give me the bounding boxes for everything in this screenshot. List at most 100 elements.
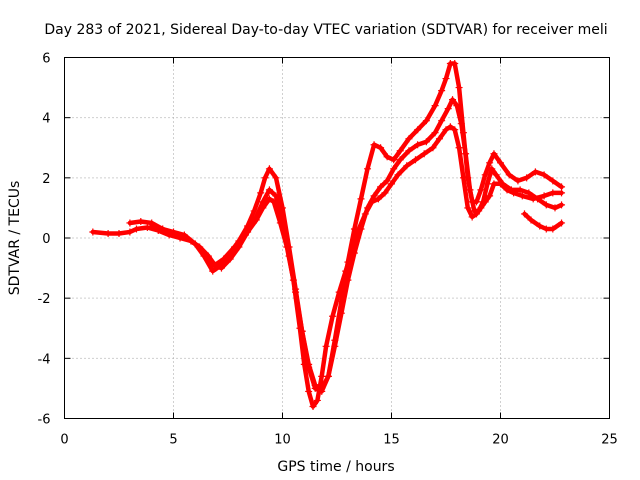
- data-point: [516, 186, 524, 194]
- data-point: [479, 198, 487, 206]
- data-point: [170, 228, 177, 236]
- x-tick-label: 15: [383, 433, 400, 448]
- data-point: [431, 129, 439, 137]
- data-point: [331, 336, 339, 344]
- data-point: [442, 126, 450, 134]
- series-4: [520, 210, 566, 233]
- axis-ticks: 0 5 10 15 20 25 -6 -4 -2 0 2 4 6: [38, 52, 618, 448]
- data-point: [89, 228, 97, 236]
- data-point: [285, 243, 293, 251]
- data-point: [370, 141, 378, 149]
- data-point: [115, 229, 123, 237]
- data-point: [422, 117, 430, 125]
- data-point: [483, 180, 491, 188]
- data-point: [126, 219, 134, 227]
- data-point: [411, 156, 419, 164]
- data-point: [540, 192, 548, 200]
- series-line: [522, 211, 564, 232]
- data-point: [414, 126, 422, 134]
- data-point: [473, 198, 481, 206]
- data-point: [159, 225, 167, 233]
- data-point: [394, 171, 402, 179]
- data-point: [309, 402, 317, 410]
- data-point: [396, 147, 404, 155]
- data-point: [514, 177, 522, 185]
- data-point: [481, 171, 489, 179]
- data-point: [377, 183, 385, 191]
- data-point: [383, 153, 391, 161]
- data-point: [374, 195, 382, 203]
- data-point: [549, 225, 557, 233]
- data-point: [344, 258, 352, 266]
- data-point: [464, 204, 472, 212]
- x-tick-label: 20: [492, 433, 509, 448]
- data-point: [477, 186, 485, 194]
- data-point: [180, 231, 188, 239]
- data-point: [542, 225, 550, 233]
- data-point: [403, 162, 411, 170]
- data-point: [542, 201, 550, 209]
- x-tick-label: 0: [60, 433, 68, 448]
- y-tick-label: 0: [42, 232, 50, 247]
- data-point: [390, 156, 398, 164]
- data-point: [405, 147, 413, 155]
- data-point: [388, 180, 395, 188]
- data-point: [534, 195, 542, 203]
- data-point: [455, 144, 463, 152]
- data-point: [540, 171, 548, 179]
- data-point: [531, 168, 539, 176]
- data-point: [298, 327, 306, 335]
- data-point: [449, 96, 457, 104]
- x-tick-label: 10: [274, 433, 291, 448]
- data-point: [272, 174, 280, 182]
- y-tick-label: -6: [38, 413, 51, 428]
- data-point: [518, 192, 526, 200]
- data-point: [381, 189, 389, 197]
- data-point: [313, 396, 321, 404]
- x-axis-label: GPS time / hours: [277, 459, 394, 475]
- data-point: [250, 207, 258, 215]
- y-tick-label: -2: [38, 292, 51, 307]
- data-point: [318, 387, 326, 395]
- data-point: [200, 252, 208, 260]
- data-point: [486, 192, 494, 200]
- data-point: [438, 117, 446, 125]
- data-point: [337, 297, 345, 305]
- y-tick-label: -4: [38, 352, 51, 367]
- data-point: [322, 342, 330, 350]
- data-point: [357, 225, 365, 233]
- data-point: [536, 222, 544, 230]
- data-point: [507, 186, 515, 194]
- data-point: [148, 222, 156, 230]
- data-point: [429, 144, 437, 152]
- data-point: [558, 189, 566, 197]
- data-point: [558, 183, 566, 191]
- data-point: [370, 192, 378, 200]
- data-point: [265, 186, 273, 194]
- series-3: [148, 60, 566, 395]
- data-point: [318, 372, 326, 380]
- data-point: [137, 217, 145, 225]
- data-point: [226, 249, 234, 257]
- data-point: [492, 171, 500, 179]
- data-point: [438, 87, 446, 95]
- data-point: [464, 174, 472, 182]
- data-point: [549, 177, 557, 185]
- data-point: [329, 312, 337, 320]
- data-point: [520, 210, 528, 218]
- chart-title: Day 283 of 2021, Sidereal Day-to-day VTE…: [44, 22, 607, 38]
- grid: [64, 57, 610, 419]
- series-line: [149, 61, 564, 394]
- data-point: [364, 204, 372, 212]
- data-point: [311, 384, 319, 392]
- data-point: [104, 229, 112, 237]
- data-point: [558, 201, 566, 209]
- data-point: [505, 171, 513, 179]
- data-point: [257, 189, 265, 197]
- data-point: [486, 159, 494, 167]
- data-point: [126, 228, 134, 236]
- data-point: [435, 135, 443, 143]
- data-point: [357, 195, 365, 203]
- data-point: [525, 189, 533, 197]
